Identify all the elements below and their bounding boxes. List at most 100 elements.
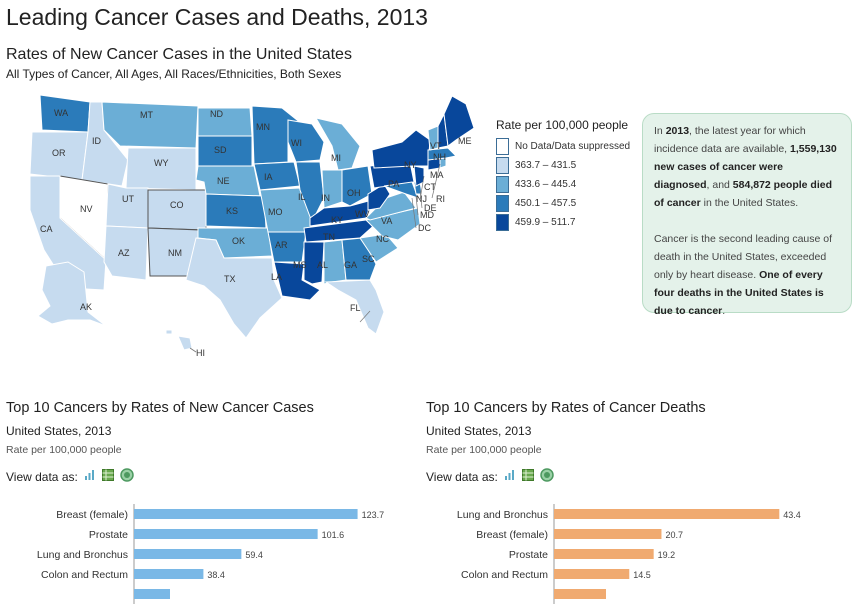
map-view-icon[interactable] [540, 468, 554, 485]
bar-plot: Breast (female) 123.7 Prostate 101.6 Lung an… [37, 504, 384, 604]
info-cases: 1,559,130 new cases of cancer were diagn… [654, 143, 837, 191]
state-label-ne: NE [217, 176, 230, 186]
state-ca[interactable] [29, 175, 107, 291]
bar-plot: Lung and Bronchus 43.4 Breast (female) 20.7… [457, 504, 801, 604]
legend-item: 459.9 – 511.7 [496, 213, 646, 232]
state-ma[interactable] [427, 147, 458, 161]
us-choropleth-map[interactable]: WA OR ID MT WY NV UT CO CA AZ NM ND SD NE KS OK TX MN IA MO… [20, 90, 490, 370]
bar-category-label: Breast (female) [56, 509, 128, 521]
state-co[interactable] [147, 189, 207, 231]
legend-label: 363.7 – 431.5 [515, 160, 577, 171]
state-label-il: IL [298, 192, 306, 202]
info-text: , the latest year for which incidence da… [654, 125, 806, 155]
bar[interactable] [554, 549, 654, 559]
bar-chart-icon[interactable] [84, 469, 96, 484]
chart-unit: Rate per 100,000 people [426, 444, 542, 456]
state-label-me: ME [458, 136, 472, 146]
bar[interactable] [134, 509, 358, 519]
state-label-md: MD [420, 210, 434, 220]
state-az[interactable] [103, 225, 149, 281]
bar[interactable] [134, 569, 204, 579]
bar-value-label: 38.4 [207, 570, 225, 580]
bar[interactable] [554, 569, 630, 579]
bar-value-label: 43.4 [783, 510, 801, 520]
state-hi[interactable] [177, 335, 193, 351]
bar-category-label: Breast (female) [476, 529, 548, 541]
state-md[interactable] [383, 181, 419, 199]
new-cases-chart: Top 10 Cancers by Rates of New Cancer Ca… [6, 400, 426, 604]
bar[interactable] [554, 529, 662, 539]
state-ia[interactable] [253, 161, 301, 191]
state-label-wa: WA [54, 108, 68, 118]
state-ny[interactable] [371, 129, 431, 169]
bar-chart-icon[interactable] [504, 469, 516, 484]
info-text: in the United States. [700, 197, 799, 209]
map-title: Rates of New Cancer Cases in the United … [6, 46, 352, 63]
bar-category-label: Lung and Bronchus [457, 509, 548, 521]
state-label-ky: KY [331, 215, 343, 225]
leader-line [359, 310, 371, 323]
legend-label: No Data/Data suppressed [515, 141, 631, 152]
legend-label: 459.9 – 511.7 [515, 217, 576, 228]
state-mt[interactable] [101, 101, 199, 149]
chart-title: Top 10 Cancers by Rates of Cancer Deaths [426, 400, 706, 416]
info-highlight: One of every four deaths in the United S… [654, 269, 824, 317]
bar-partial [134, 589, 170, 599]
state-ms[interactable] [303, 241, 325, 285]
info-box: In 2013, the latest year for which incid… [642, 113, 852, 317]
state-wy[interactable] [125, 147, 197, 191]
chart-subtitle: United States, 2013 [6, 424, 112, 438]
map-view-icon[interactable] [120, 468, 134, 485]
state-label-wy: WY [154, 158, 169, 168]
legend-label: 450.1 – 457.5 [515, 198, 577, 209]
bar[interactable] [134, 549, 242, 559]
state-oh[interactable] [341, 165, 373, 207]
bar-value-label: 101.6 [322, 530, 345, 540]
leader-line [411, 197, 417, 229]
state-wi[interactable] [287, 119, 325, 163]
state-label-or: OR [52, 148, 66, 158]
state-ut[interactable] [105, 183, 149, 229]
state-label-mn: MN [256, 122, 270, 132]
bar-partial [554, 589, 606, 599]
legend-item: No Data/Data suppressed [496, 137, 646, 156]
map-subtitle: All Types of Cancer, All Ages, All Races… [6, 67, 342, 81]
state-nd[interactable] [197, 107, 253, 137]
bar-category-label: Lung and Bronchus [37, 549, 128, 561]
state-label-az: AZ [118, 248, 130, 258]
state-ar[interactable] [267, 231, 307, 263]
bar-category-label: Colon and Rectum [41, 569, 128, 581]
state-tx[interactable] [185, 237, 283, 339]
info-text: . [722, 305, 726, 317]
state-il[interactable] [295, 161, 325, 224]
chart-title: Top 10 Cancers by Rates of New Cancer Ca… [6, 400, 314, 416]
state-label-mi: MI [331, 153, 341, 163]
state-label-nj: NJ [416, 194, 427, 204]
state-me[interactable] [443, 95, 475, 147]
deaths-chart: Top 10 Cancers by Rates of Cancer Deaths… [426, 400, 846, 604]
legend-item: 363.7 – 431.5 [496, 156, 646, 175]
bar[interactable] [134, 529, 318, 539]
state-sc[interactable] [359, 233, 399, 263]
state-label-tn: TN [323, 232, 335, 242]
table-icon[interactable] [101, 469, 114, 484]
legend-item: 450.1 – 457.5 [496, 194, 646, 213]
state-fl[interactable] [324, 279, 385, 335]
info-paragraph-1: In 2013, the latest year for which incid… [654, 122, 841, 212]
state-label-ak: AK [80, 302, 92, 312]
chart-subtitle: United States, 2013 [426, 424, 532, 438]
bar-value-label: 20.7 [665, 530, 683, 540]
bar-value-label: 59.4 [245, 550, 263, 560]
state-ak[interactable] [37, 261, 107, 327]
state-nj[interactable] [413, 165, 425, 187]
bar[interactable] [554, 509, 780, 519]
table-icon[interactable] [521, 469, 534, 484]
state-label-nm: NM [168, 248, 182, 258]
leader-line [419, 189, 423, 209]
bar-category-label: Prostate [509, 549, 548, 561]
legend-item: 433.6 – 445.4 [496, 175, 646, 194]
info-deaths: 584,872 people died of cancer [654, 179, 833, 209]
state-tn[interactable] [303, 219, 382, 243]
state-label-de: DE [424, 203, 437, 213]
bar-value-label: 14.5 [633, 570, 651, 580]
